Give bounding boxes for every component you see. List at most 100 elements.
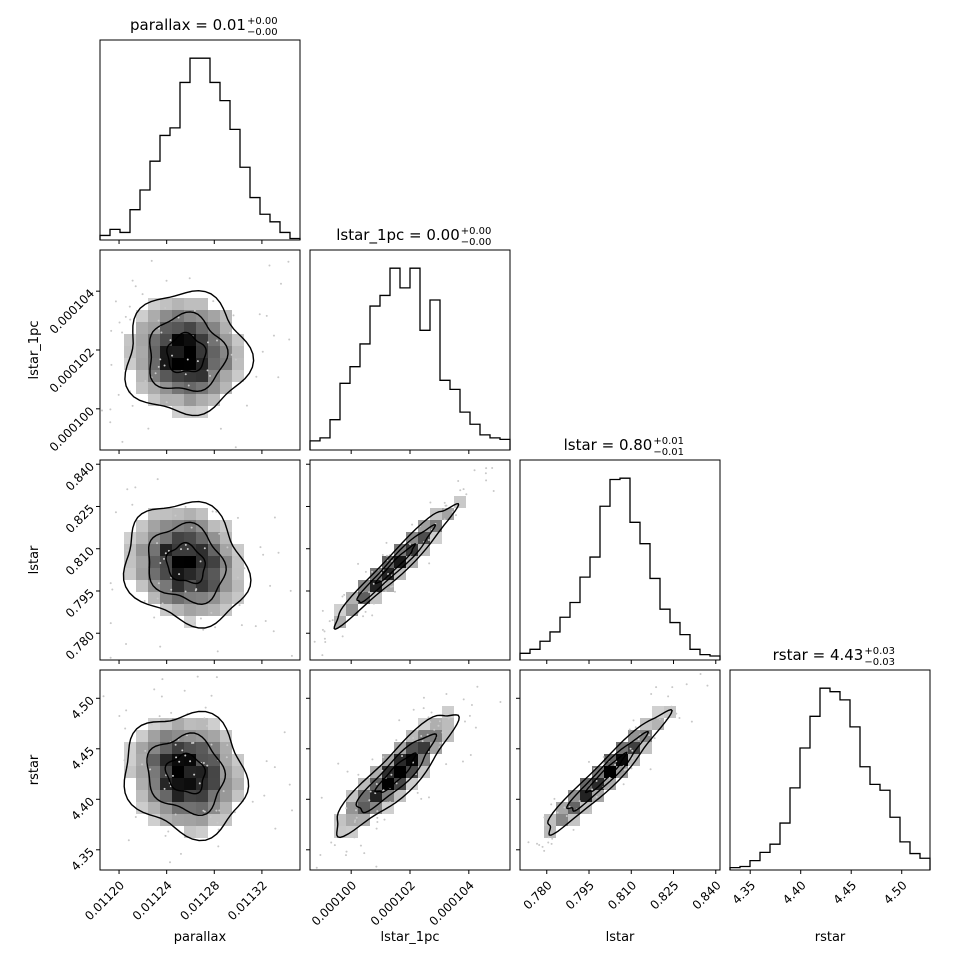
hist-parallax	[99, 57, 301, 240]
density-cell	[208, 382, 220, 394]
sample-point	[468, 714, 471, 717]
x-tick-label: 0.01128	[177, 878, 222, 923]
sample-point	[174, 514, 177, 517]
density-cell	[184, 730, 196, 742]
sample-point	[274, 827, 277, 830]
density-cell	[184, 508, 196, 520]
sample-point	[125, 643, 128, 646]
sample-point	[188, 277, 191, 280]
density-cell	[220, 802, 232, 814]
density-cell	[208, 568, 220, 580]
sample-point	[447, 717, 450, 720]
sample-point	[375, 783, 378, 786]
density-cell	[160, 718, 172, 730]
density-cell	[136, 544, 148, 556]
panel-lstar-vs-parallax: 0.780 0.795 0.810 0.825 0.840 lstar	[27, 459, 301, 664]
density-cell	[442, 718, 454, 730]
density-cell	[334, 814, 346, 826]
sample-point	[382, 789, 385, 792]
sample-point	[144, 749, 147, 752]
sample-point	[134, 816, 137, 819]
sample-point	[368, 799, 371, 802]
panel-lstar_1pc-vs-parallax: 0.000100 0.000102 0.000104 lstar_1pc	[27, 249, 301, 454]
sample-point	[655, 686, 658, 689]
density-cell	[136, 532, 148, 544]
hist-lstar_1pc	[309, 267, 511, 450]
density-cell	[394, 556, 406, 568]
sample-point	[125, 549, 128, 552]
sample-point	[184, 373, 187, 376]
sample-point	[109, 656, 112, 659]
sample-point	[210, 694, 213, 697]
density-cell	[136, 730, 148, 742]
sample-point	[429, 501, 432, 504]
panel-rstar-vs-lstar_1pc: 0.000100 0.000102 0.000104 lstar_1pc	[306, 669, 511, 945]
sample-point	[390, 773, 393, 776]
sample-point	[230, 353, 233, 356]
sample-point	[591, 788, 594, 791]
sample-point	[236, 576, 239, 579]
density-cell	[172, 766, 184, 778]
sample-point	[476, 685, 479, 688]
density-cell	[172, 370, 184, 382]
sample-point	[206, 369, 209, 372]
density-cell	[232, 346, 244, 358]
sample-point	[160, 331, 163, 334]
density-cell	[148, 310, 160, 322]
sample-point	[630, 767, 633, 770]
x-tick-label: 0.795	[563, 878, 597, 912]
sample-point	[157, 582, 160, 585]
sample-point	[368, 591, 371, 594]
density-cell	[208, 730, 220, 742]
sample-point	[194, 589, 197, 592]
density-cell	[184, 334, 196, 346]
sample-point	[321, 609, 324, 612]
title-lstar_1pc-plus: +0.00	[461, 226, 492, 237]
sample-point	[431, 533, 434, 536]
sample-point	[203, 547, 206, 550]
sample-point	[216, 650, 219, 653]
density-cell	[220, 370, 232, 382]
y-axis-label-lstar: lstar	[27, 545, 42, 574]
x-tick-label: 0.01132	[225, 878, 270, 923]
sample-point	[199, 560, 202, 563]
sample-point	[215, 510, 218, 513]
density-cell	[208, 778, 220, 790]
sample-point	[128, 305, 131, 308]
x-tick-label: 0.000104	[426, 878, 476, 928]
sample-point	[411, 523, 414, 526]
sample-point	[428, 562, 431, 565]
sample-point	[622, 783, 625, 786]
sample-point	[343, 593, 346, 596]
density-cell	[604, 778, 616, 790]
y-tick-label: 4.50	[68, 693, 97, 722]
sample-point	[595, 779, 598, 782]
sample-point	[174, 743, 177, 746]
density-cell	[172, 532, 184, 544]
sample-point	[406, 559, 409, 562]
density-cell	[418, 532, 430, 544]
sample-point	[433, 533, 436, 536]
density-cell	[160, 370, 172, 382]
density-cell	[196, 508, 208, 520]
density-cell	[172, 790, 184, 802]
sample-point	[125, 709, 128, 712]
sample-point	[217, 845, 220, 848]
sample-point	[121, 440, 124, 443]
sample-point	[283, 731, 286, 734]
sample-point	[427, 538, 430, 541]
density-cell	[184, 616, 196, 628]
sample-point	[190, 526, 193, 529]
sample-point	[110, 329, 113, 332]
sample-point	[363, 852, 366, 855]
density-cell	[136, 382, 148, 394]
sample-point	[572, 828, 575, 831]
sample-point	[649, 768, 652, 771]
y-tick-label: 4.35	[68, 845, 97, 874]
density-cell	[160, 730, 172, 742]
density-cell	[232, 778, 244, 790]
sample-point	[279, 282, 282, 285]
density-cell	[148, 754, 160, 766]
sample-point	[118, 321, 121, 324]
density-cell	[208, 556, 220, 568]
